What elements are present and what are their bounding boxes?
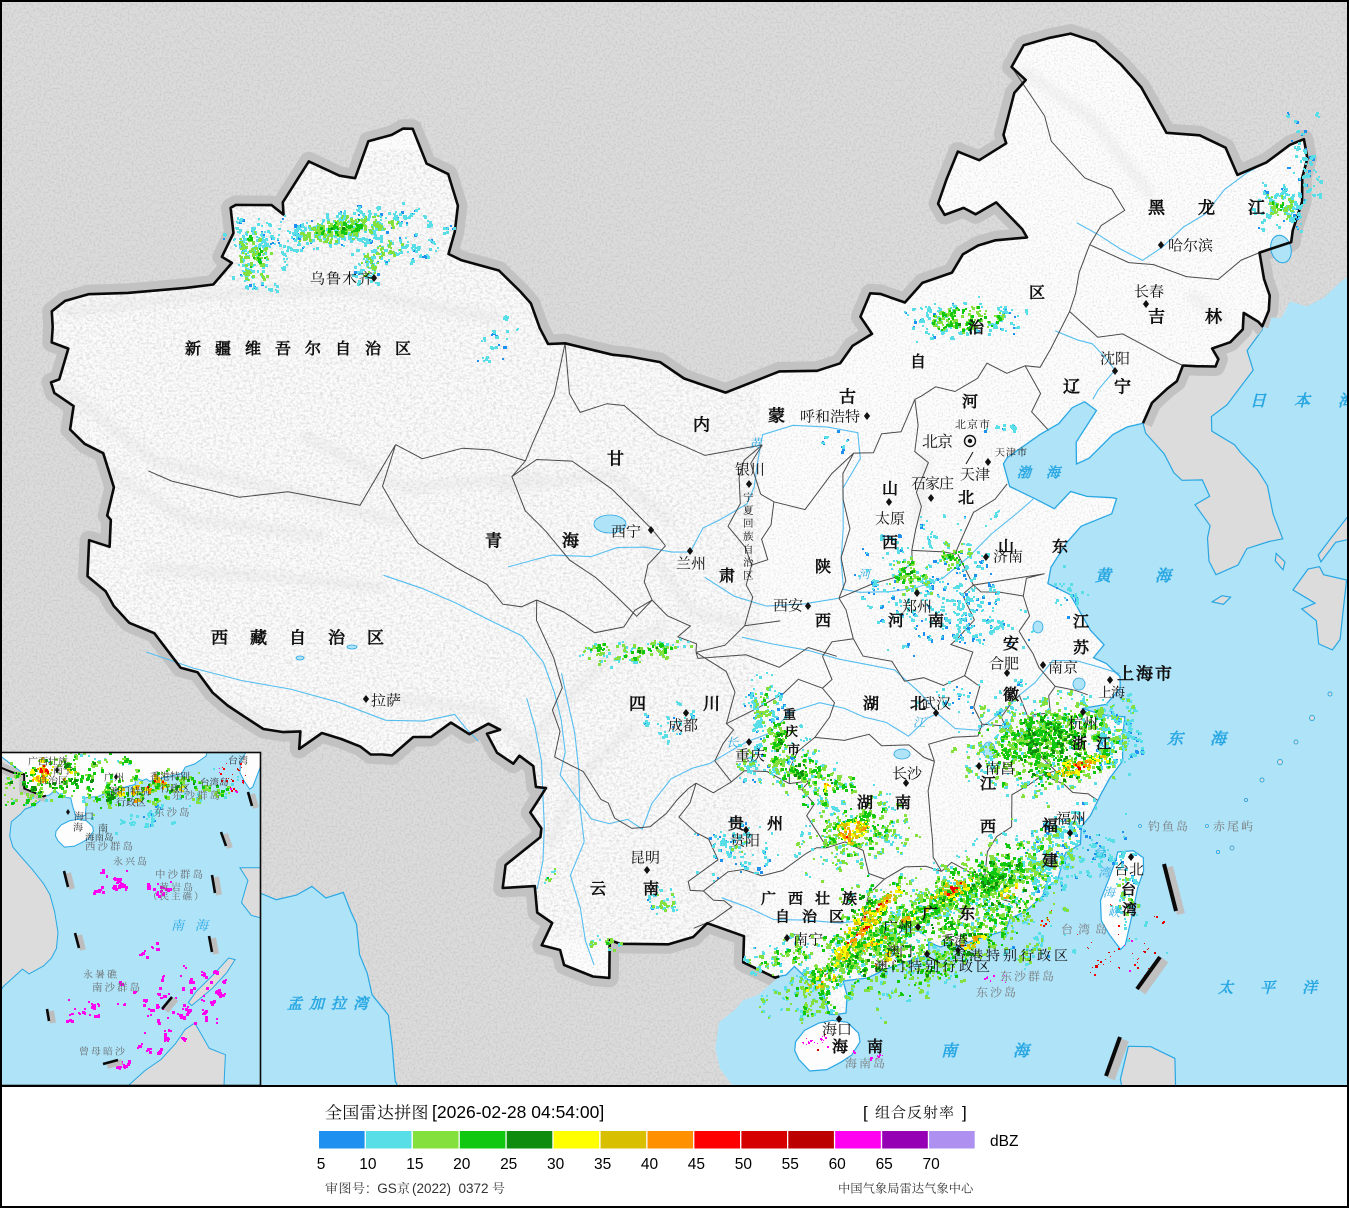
svg-text:40: 40	[641, 1156, 659, 1173]
svg-text:25: 25	[500, 1156, 517, 1173]
svg-text:15: 15	[406, 1156, 423, 1173]
svg-text:[2026-02-28 04:54:00]: [2026-02-28 04:54:00]	[432, 1102, 604, 1122]
svg-text:[: [	[863, 1103, 868, 1122]
svg-text:10: 10	[359, 1156, 377, 1173]
svg-text:5: 5	[317, 1156, 326, 1173]
svg-text:70: 70	[922, 1156, 940, 1173]
svg-text:35: 35	[594, 1156, 611, 1173]
svg-text:dBZ: dBZ	[990, 1133, 1018, 1150]
svg-text:45: 45	[688, 1156, 705, 1173]
svg-text:: GS: : GS	[366, 1181, 397, 1196]
svg-text:]: ]	[962, 1103, 967, 1122]
svg-text:55: 55	[782, 1156, 799, 1173]
svg-text:20: 20	[453, 1156, 471, 1173]
svg-text:30: 30	[547, 1156, 565, 1173]
svg-text:65: 65	[876, 1156, 893, 1173]
svg-text:(2022) 0372: (2022) 0372	[412, 1181, 489, 1196]
svg-text:50: 50	[735, 1156, 753, 1173]
svg-text:60: 60	[829, 1156, 847, 1173]
